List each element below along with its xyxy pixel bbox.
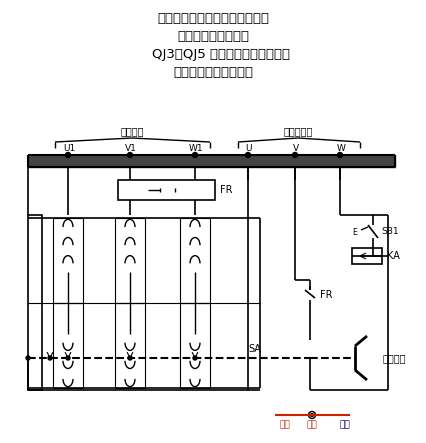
Bar (115, 303, 145, 388)
Circle shape (66, 356, 70, 360)
Text: 起动: 起动 (339, 420, 350, 430)
Bar (118, 180, 215, 200)
Text: 接电动机: 接电动机 (120, 126, 144, 136)
Bar (53, 218, 83, 303)
Circle shape (245, 152, 250, 158)
Text: 运行: 运行 (279, 420, 290, 430)
Text: FR: FR (219, 185, 232, 195)
Text: 停止: 停止 (306, 420, 317, 430)
Text: W: W (336, 144, 345, 152)
Text: SA: SA (248, 344, 260, 354)
Text: 结构和控制电路，见图: 结构和控制电路，见图 (173, 66, 253, 79)
Circle shape (292, 152, 297, 158)
Circle shape (26, 356, 30, 360)
Circle shape (337, 152, 342, 158)
Text: 接三相电源: 接三相电源 (282, 126, 312, 136)
Text: U: U (245, 144, 252, 152)
Text: 自耦变压器减压起动，有手动控: 自耦变压器减压起动，有手动控 (157, 12, 268, 25)
Text: E: E (351, 228, 356, 237)
Text: V: V (292, 144, 298, 152)
Text: KA: KA (386, 251, 399, 261)
Circle shape (192, 152, 197, 158)
Circle shape (48, 356, 52, 360)
Text: SB1: SB1 (380, 227, 398, 236)
Bar (53, 303, 83, 388)
Circle shape (127, 152, 132, 158)
Circle shape (65, 152, 70, 158)
Text: U1: U1 (63, 144, 75, 152)
Circle shape (193, 356, 196, 360)
Bar (351, 248, 381, 264)
Text: W1: W1 (188, 144, 203, 152)
Text: 制和自动控制两种。: 制和自动控制两种。 (177, 30, 248, 43)
Bar (180, 218, 210, 303)
Text: FR: FR (319, 290, 332, 300)
Circle shape (128, 356, 132, 360)
Bar (180, 303, 210, 388)
Text: QJ3、QJ5 为手动起动补偿器，其: QJ3、QJ5 为手动起动补偿器，其 (135, 48, 290, 61)
Text: 操作手柄: 操作手柄 (382, 353, 406, 363)
Bar (28, 215, 42, 390)
Circle shape (310, 413, 313, 416)
Text: V1: V1 (125, 144, 137, 152)
Bar (115, 218, 145, 303)
